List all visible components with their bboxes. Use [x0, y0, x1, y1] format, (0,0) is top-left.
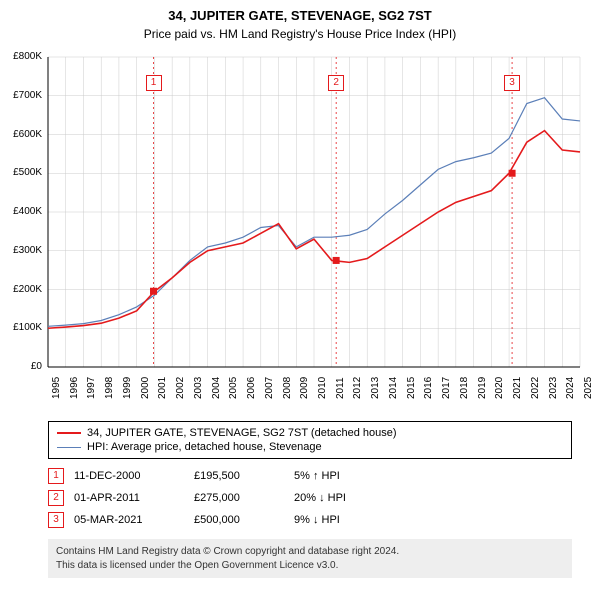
x-axis-label: 1996: [69, 377, 80, 399]
x-axis-label: 2025: [583, 377, 594, 399]
event-row: 1 11-DEC-2000 £195,500 5% ↑ HPI: [48, 465, 572, 487]
x-axis-label: 2018: [459, 377, 470, 399]
footnote-line2: This data is licensed under the Open Gov…: [56, 559, 564, 573]
event-pct: 9% ↓ HPI: [294, 514, 414, 526]
event-price: £195,500: [194, 470, 284, 482]
event-date: 11-DEC-2000: [74, 470, 184, 482]
event-number-box: 1: [48, 468, 64, 484]
x-axis-label: 2008: [282, 377, 293, 399]
event-pct: 20% ↓ HPI: [294, 492, 414, 504]
event-pct: 5% ↑ HPI: [294, 470, 414, 482]
x-axis-label: 2012: [352, 377, 363, 399]
legend: 34, JUPITER GATE, STEVENAGE, SG2 7ST (de…: [48, 421, 572, 459]
x-axis-label: 2020: [494, 377, 505, 399]
x-axis-label: 2015: [406, 377, 417, 399]
event-marker-box: 3: [504, 75, 520, 91]
x-axis-label: 2010: [317, 377, 328, 399]
x-axis-label: 2007: [264, 377, 275, 399]
x-axis-label: 2009: [299, 377, 310, 399]
x-axis-label: 2017: [441, 377, 452, 399]
chart-area: £0 £100K £200K £300K £400K £500K £600K £700K £80…: [0, 47, 600, 417]
x-axis-label: 2002: [175, 377, 186, 399]
x-axis-label: 2021: [512, 377, 523, 399]
x-axis-label: 1995: [51, 377, 62, 399]
x-axis-label: 2001: [157, 377, 168, 399]
legend-row: 34, JUPITER GATE, STEVENAGE, SG2 7ST (de…: [57, 426, 563, 440]
event-number-box: 3: [48, 512, 64, 528]
legend-label: 34, JUPITER GATE, STEVENAGE, SG2 7ST (de…: [87, 427, 397, 439]
event-price: £275,000: [194, 492, 284, 504]
legend-swatch: [57, 432, 81, 434]
event-marker-box: 2: [328, 75, 344, 91]
y-axis-label: £200K: [2, 284, 42, 295]
y-axis-label: £500K: [2, 167, 42, 178]
x-axis-label: 2013: [370, 377, 381, 399]
legend-row: HPI: Average price, detached house, Stev…: [57, 440, 563, 454]
x-axis-label: 1997: [86, 377, 97, 399]
y-axis-label: £0: [2, 361, 42, 372]
event-number-box: 2: [48, 490, 64, 506]
x-axis-label: 2005: [228, 377, 239, 399]
x-axis-label: 2011: [335, 377, 346, 399]
x-axis-label: 2003: [193, 377, 204, 399]
chart-svg: [0, 47, 600, 417]
footnote-line1: Contains HM Land Registry data © Crown c…: [56, 545, 564, 559]
y-axis-label: £600K: [2, 129, 42, 140]
x-axis-label: 1998: [104, 377, 115, 399]
y-axis-label: £700K: [2, 90, 42, 101]
x-axis-label: 2023: [548, 377, 559, 399]
events-list: 1 11-DEC-2000 £195,500 5% ↑ HPI 2 01-APR-2011…: [48, 465, 572, 531]
y-axis-label: £100K: [2, 322, 42, 333]
footnote: Contains HM Land Registry data © Crown c…: [48, 539, 572, 578]
x-axis-label: 2016: [423, 377, 434, 399]
page-subtitle: Price paid vs. HM Land Registry's House …: [0, 23, 600, 47]
y-axis-label: £800K: [2, 51, 42, 62]
event-price: £500,000: [194, 514, 284, 526]
event-marker-box: 1: [146, 75, 162, 91]
event-date: 05-MAR-2021: [74, 514, 184, 526]
x-axis-label: 2004: [211, 377, 222, 399]
x-axis-label: 2019: [477, 377, 488, 399]
y-axis-label: £300K: [2, 245, 42, 256]
legend-swatch: [57, 447, 81, 448]
x-axis-label: 2022: [530, 377, 541, 399]
y-axis-label: £400K: [2, 206, 42, 217]
page-title: 34, JUPITER GATE, STEVENAGE, SG2 7ST: [0, 0, 600, 23]
event-date: 01-APR-2011: [74, 492, 184, 504]
legend-label: HPI: Average price, detached house, Stev…: [87, 441, 322, 453]
x-axis-label: 1999: [122, 377, 133, 399]
x-axis-label: 2006: [246, 377, 257, 399]
event-row: 2 01-APR-2011 £275,000 20% ↓ HPI: [48, 487, 572, 509]
event-row: 3 05-MAR-2021 £500,000 9% ↓ HPI: [48, 509, 572, 531]
x-axis-label: 2000: [140, 377, 151, 399]
x-axis-label: 2014: [388, 377, 399, 399]
x-axis-label: 2024: [565, 377, 576, 399]
